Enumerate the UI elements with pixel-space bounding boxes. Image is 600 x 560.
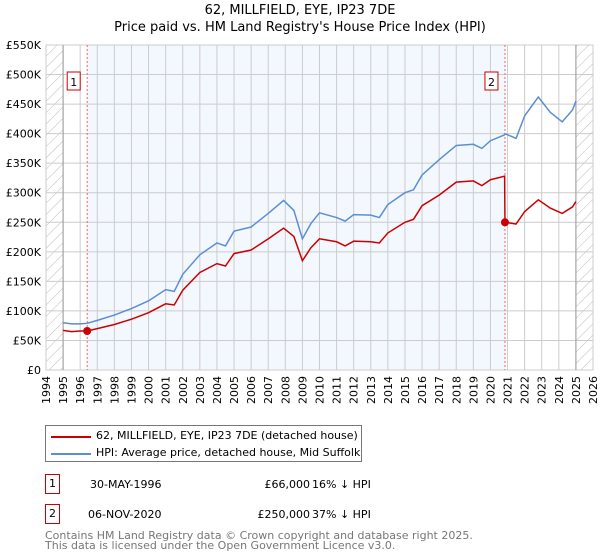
x-tick-label: 2021: [502, 376, 515, 404]
x-tick-label: 1997: [91, 376, 104, 404]
x-tick-label: 2014: [382, 376, 395, 404]
x-tick-label: 2002: [177, 376, 190, 404]
transaction-row: 1 30-MAY-1996 £66,000 16% ↓ HPI: [45, 474, 405, 496]
x-tick-label: 2017: [433, 376, 446, 404]
legend: 62, MILLFIELD, EYE, IP23 7DE (detached h…: [45, 425, 362, 462]
y-tick-label: £150K: [6, 275, 42, 288]
property-price-line: [62, 175, 577, 333]
sale-point: [83, 327, 92, 335]
footer-copyright: Contains HM Land Registry data © Crown c…: [45, 529, 473, 542]
x-tick-label: 2000: [143, 376, 156, 404]
y-tick-label: £50K: [13, 334, 42, 347]
sale-label-box: [484, 71, 499, 91]
sale-label: 1: [70, 76, 77, 89]
transaction-price: £250,000: [257, 508, 311, 521]
x-tick-label: 2001: [160, 376, 173, 404]
transaction-price: £66,000: [264, 478, 311, 491]
legend-hpi: HPI: Average price, detached house, Mid …: [96, 446, 361, 459]
x-tick-label: 2019: [467, 376, 480, 404]
y-tick-label: £0: [27, 364, 41, 377]
y-tick-label: £350K: [6, 157, 42, 170]
x-tick-label: 1998: [108, 376, 121, 404]
x-tick-label: 2015: [399, 376, 412, 404]
sale-label: 2: [488, 76, 495, 89]
transaction-marker: 1: [45, 474, 60, 494]
legend-property: 62, MILLFIELD, EYE, IP23 7DE (detached h…: [96, 429, 358, 442]
transaction-date: 30-MAY-1996: [90, 478, 162, 491]
x-tick-label: 2008: [279, 376, 292, 404]
x-tick-label: 2007: [262, 376, 275, 404]
transaction-date: 06-NOV-2020: [88, 508, 162, 521]
x-tick-label: 2011: [331, 376, 344, 404]
x-tick-label: 2025: [570, 376, 583, 404]
legend-swatch-hpi: [51, 453, 91, 455]
y-tick-label: £550K: [6, 39, 42, 52]
footer: Contains HM Land Registry data © Crown c…: [45, 529, 473, 552]
x-tick-label: 2020: [484, 376, 497, 404]
x-tick-label: 2026: [587, 376, 600, 404]
footer-licence: This data is licensed under the Open Gov…: [45, 539, 396, 552]
x-tick-label: 2005: [228, 376, 241, 404]
x-tick-label: 2023: [536, 376, 549, 404]
y-tick-label: £400K: [6, 128, 42, 141]
hatched-region-before: [46, 45, 64, 370]
transaction-marker: 2: [45, 504, 60, 524]
x-tick-label: 2004: [211, 376, 224, 404]
y-tick-label: £100K: [6, 305, 42, 318]
x-tick-label: 2006: [245, 376, 258, 404]
ownership-period-shade: [87, 45, 505, 370]
hpi-line: [62, 95, 577, 325]
transaction-row: 2 06-NOV-2020 £250,000 37% ↓ HPI: [45, 504, 405, 526]
legend-swatch-property: [51, 436, 91, 438]
transaction-hpi-diff: 16% ↓ HPI: [312, 478, 371, 491]
chart-subtitle: Price paid vs. HM Land Registry's House …: [114, 20, 486, 35]
y-tick-label: £300K: [6, 187, 42, 200]
y-tick-label: £250K: [6, 216, 42, 229]
chart-title: 62, MILLFIELD, EYE, IP23 7DE: [204, 3, 396, 18]
x-tick-label: 2010: [314, 376, 327, 404]
x-tick-label: 2024: [553, 376, 566, 404]
x-tick-label: 2009: [296, 376, 309, 404]
sale-point: [500, 218, 509, 227]
y-tick-label: £500K: [6, 69, 42, 82]
x-tick-label: 2018: [450, 376, 463, 404]
x-tick-label: 2013: [365, 376, 378, 404]
x-tick-label: 2016: [416, 376, 429, 404]
x-tick-label: 2003: [194, 376, 207, 404]
x-tick-label: 2012: [348, 376, 361, 404]
sale-label-box: [66, 71, 81, 91]
x-tick-label: 1996: [74, 376, 87, 404]
transaction-hpi-diff: 37% ↓ HPI: [312, 508, 371, 521]
x-tick-label: 2022: [519, 376, 532, 404]
y-tick-label: £450K: [6, 98, 42, 111]
x-tick-label: 1994: [40, 376, 53, 404]
price-chart: 1994 1995 1996 1997 1998 1999 2000 2001 2002 2003…: [6, 39, 600, 404]
hatched-region-after: [575, 45, 593, 370]
x-tick-label: 1999: [125, 376, 138, 404]
y-tick-label: £200K: [6, 246, 42, 259]
x-tick-label: 1995: [57, 376, 70, 404]
